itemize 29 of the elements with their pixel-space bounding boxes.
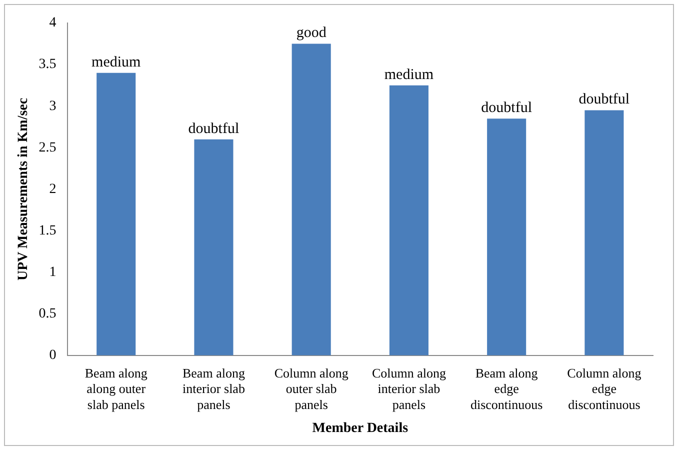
data-label: doubtful bbox=[578, 92, 630, 108]
data-label: medium bbox=[92, 54, 142, 70]
y-axis-title: UPV Measurements in Km/sec bbox=[16, 98, 32, 281]
y-tick-label: 3.5 bbox=[38, 57, 56, 72]
x-tick-label: Beam along interior slab panels bbox=[182, 366, 246, 412]
x-tick-label: Beam along along outer slab panels bbox=[84, 366, 148, 412]
x-tick-label: Beam along edge discontinuous bbox=[470, 366, 543, 412]
y-tick-label: 0.5 bbox=[38, 306, 56, 322]
x-tick-label: Column along interior slab panels bbox=[372, 366, 446, 412]
bar bbox=[292, 44, 331, 356]
bar bbox=[584, 110, 624, 356]
y-tick-label: 4 bbox=[49, 16, 56, 31]
bar bbox=[194, 139, 234, 356]
bar bbox=[389, 85, 428, 356]
y-tick-label: 3 bbox=[49, 98, 56, 114]
x-axis-title: Member Details bbox=[312, 421, 409, 436]
data-label: medium bbox=[384, 66, 434, 83]
y-tick-label: 1 bbox=[49, 264, 56, 280]
bar bbox=[487, 118, 526, 356]
y-tick-label: 2.5 bbox=[38, 140, 56, 156]
y-tick-label: 0 bbox=[49, 348, 56, 364]
x-tick-label: Column along edge discontinuous bbox=[567, 366, 642, 412]
y-tick-label: 2 bbox=[49, 182, 56, 197]
data-label: good bbox=[296, 25, 327, 42]
bar bbox=[96, 72, 136, 356]
y-tick-label: 1.5 bbox=[38, 223, 56, 238]
x-tick-label: Column along outer slab panels bbox=[274, 366, 349, 412]
data-label: doubtful bbox=[481, 100, 532, 116]
data-label: doubtful bbox=[188, 120, 240, 137]
